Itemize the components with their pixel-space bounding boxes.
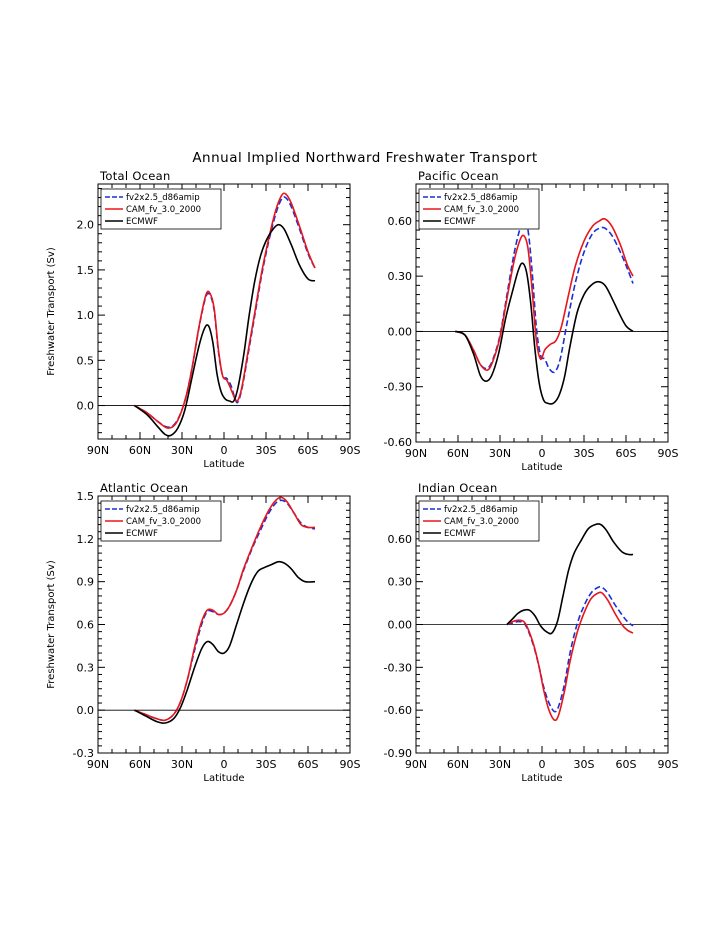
y-tick-label: -0.60 [384,704,412,717]
legend-label: ECMWF [126,217,158,227]
legend-label: ECMWF [444,529,476,539]
y-tick-label: 2.0 [77,219,95,232]
panel-title: Total Ocean [99,169,171,183]
series-line-ecmwf [134,560,316,724]
legend-label: fv2x2.5_d86amip [444,505,518,515]
series-line-ecmwf [133,223,316,437]
y-axis-label: Freshwater Transport (Sv) [46,560,57,689]
y-tick-label: -0.90 [384,747,412,760]
y-tick-label: 0.0 [77,704,95,717]
series-line-cam-fv-3-0-2000 [454,217,634,371]
legend-label: CAM_fv_3.0_2000 [444,205,519,215]
y-tick-label: 0.60 [388,215,413,228]
x-tick-label: 90N [405,447,427,460]
x-tick-label: 30N [171,444,193,457]
x-axis-label: Latitude [521,462,562,473]
legend-label: fv2x2.5_d86amip [126,193,200,203]
series-line-cam-fv-3-0-2000 [506,591,634,722]
x-tick-label: 90N [87,444,109,457]
legend: fv2x2.5_d86amip CAM_fv_3.0_2000 ECMWF [100,500,222,542]
legend-label: CAM_fv_3.0_2000 [126,517,201,527]
y-tick-label: -0.60 [384,436,412,449]
panel-title: Pacific Ocean [418,169,499,183]
figure-title: Annual Implied Northward Freshwater Tran… [192,150,537,166]
y-tick-label: 1.5 [77,264,95,277]
y-tick-label: 0.3 [77,661,95,674]
y-tick-label: 0.60 [388,533,413,546]
y-tick-label: -0.30 [384,661,412,674]
x-tick-label: 90S [658,758,679,771]
x-tick-label: 0 [539,447,546,460]
x-tick-label: 30S [574,447,595,460]
y-tick-label: 0.0 [77,400,95,413]
y-tick-label: 0.5 [77,354,95,367]
legend-label: ECMWF [444,217,476,227]
series-line-ecmwf [454,262,634,405]
series-line-fv2x2-5-d86amip [506,585,634,713]
y-tick-label: 1.2 [77,533,95,546]
legend-label: ECMWF [126,529,158,539]
x-axis-label: Latitude [203,773,244,784]
x-tick-label: 30S [574,758,595,771]
panel-2: Atlantic Ocean 90N 60N 30N 0 30S 60S 90S -0.3 0.0… [46,481,361,784]
y-tick-label: -0.30 [384,381,412,394]
panel-1: Pacific Ocean 90N 60N 30N 0 30S 60S 90S -0.60 -0.… [384,169,679,473]
y-tick-label: 0.30 [388,270,413,283]
x-tick-label: 90S [658,447,679,460]
x-tick-label: 60S [616,758,637,771]
x-tick-label: 0 [221,444,228,457]
legend: fv2x2.5_d86amip CAM_fv_3.0_2000 ECMWF [100,188,222,230]
series-line-ecmwf [506,523,634,635]
panel-0: Total Ocean 90N 60N 30N 0 30S 60S 90S 0.0 0.5 1.0 1… [46,169,361,470]
y-tick-label: -0.3 [73,747,94,760]
y-tick-label: 0.9 [77,576,95,589]
x-tick-label: 30S [256,758,277,771]
x-tick-label: 60S [298,758,319,771]
x-tick-label: 90N [87,758,109,771]
y-tick-label: 0.30 [388,576,413,589]
x-tick-label: 30N [489,447,511,460]
x-axis-label: Latitude [521,773,562,784]
x-tick-label: 0 [221,758,228,771]
x-tick-label: 30N [489,758,511,771]
panels: Total Ocean 90N 60N 30N 0 30S 60S 90S 0.0 0.5 1.0 1… [46,169,679,784]
y-tick-label: 0.00 [388,619,413,632]
y-tick-label: 0.00 [388,325,413,338]
legend: fv2x2.5_d86amip CAM_fv_3.0_2000 ECMWF [418,188,540,230]
y-tick-label: 1.0 [77,309,95,322]
x-tick-label: 30N [171,758,193,771]
x-axis-label: Latitude [203,459,244,470]
x-tick-label: 60N [129,758,151,771]
x-tick-label: 60N [129,444,151,457]
x-tick-label: 90S [340,444,361,457]
x-tick-label: 90N [405,758,427,771]
series-line-fv2x2-5-d86amip [134,196,316,428]
panel-title: Indian Ocean [418,481,498,495]
legend-label: fv2x2.5_d86amip [444,193,518,203]
y-tick-label: 1.5 [77,490,95,503]
y-axis-label: Freshwater Transport (Sv) [46,247,57,376]
legend-label: fv2x2.5_d86amip [126,505,200,515]
legend-label: CAM_fv_3.0_2000 [126,205,201,215]
x-tick-label: 60S [616,447,637,460]
x-tick-label: 30S [256,444,277,457]
x-tick-label: 60N [447,758,469,771]
series-line-cam-fv-3-0-2000 [134,496,316,722]
legend-label: CAM_fv_3.0_2000 [444,517,519,527]
legend: fv2x2.5_d86amip CAM_fv_3.0_2000 ECMWF [418,500,540,542]
y-tick-label: 0.6 [77,619,95,632]
panel-3: Indian Ocean 90N 60N 30N 0 30S 60S 90S -0.90 -0.6… [384,481,679,784]
x-tick-label: 60S [298,444,319,457]
panel-title: Atlantic Ocean [100,481,188,495]
x-tick-label: 0 [539,758,546,771]
series-line-cam-fv-3-0-2000 [134,192,316,429]
x-tick-label: 90S [340,758,361,771]
x-tick-label: 60N [447,447,469,460]
